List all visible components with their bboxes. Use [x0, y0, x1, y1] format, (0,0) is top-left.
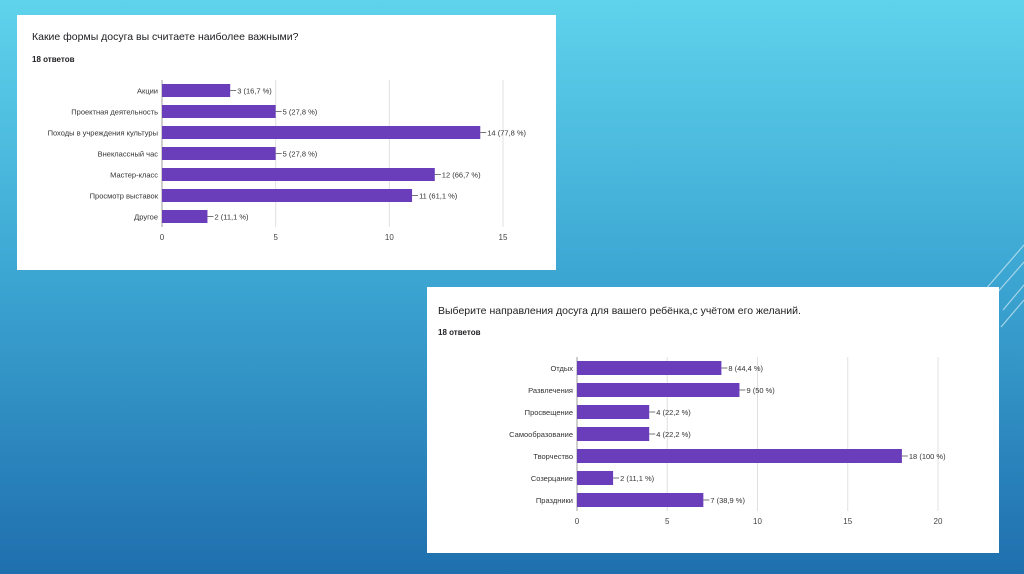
bar	[162, 84, 231, 97]
bar	[162, 105, 276, 118]
data-label: 3 (16,7 %)	[237, 87, 272, 96]
category-label: Отдых	[550, 364, 573, 373]
bar	[577, 405, 650, 419]
bar	[577, 493, 704, 507]
data-label: 4 (22,2 %)	[656, 430, 691, 439]
x-tick-label: 0	[575, 517, 580, 526]
category-label: Мастер-класс	[110, 171, 158, 180]
data-label: 8 (44,4 %)	[728, 364, 763, 373]
category-label: Другое	[134, 213, 158, 222]
bar	[577, 427, 650, 441]
data-label: 18 (100 %)	[909, 452, 946, 461]
x-tick-label: 20	[934, 517, 943, 526]
data-label: 5 (27,8 %)	[283, 108, 318, 117]
bar-chart-leisure-forms: 0 5 10 15 Акции 3 (16,7 %) Проектная деятельно…	[48, 80, 527, 242]
chart-title: Выберите направления досуга для вашего р…	[438, 305, 801, 317]
category-label: Праздники	[536, 496, 573, 505]
x-tick-label: 5	[273, 233, 278, 242]
category-label: Просмотр выставок	[90, 192, 159, 201]
bar	[162, 168, 435, 181]
bar	[577, 383, 740, 397]
category-label: Просвещение	[525, 408, 573, 417]
bar	[577, 361, 722, 375]
bar	[162, 147, 276, 160]
bar	[162, 210, 208, 223]
category-label: Проектная деятельность	[71, 108, 158, 117]
data-label: 4 (22,2 %)	[656, 408, 691, 417]
data-label: 7 (38,9 %)	[710, 496, 745, 505]
category-label: Акции	[137, 87, 158, 96]
category-label: Походы в учреждения культуры	[48, 129, 158, 138]
category-label: Внеклассный час	[98, 150, 159, 159]
response-count: 18 ответов	[438, 328, 481, 337]
data-label: 12 (66,7 %)	[442, 171, 481, 180]
category-label: Самообразование	[509, 430, 573, 439]
chart-title: Какие формы досуга вы считаете наиболее …	[32, 31, 299, 43]
data-label: 11 (61,1 %)	[419, 192, 458, 201]
data-label: 9 (50 %)	[746, 386, 775, 395]
chart-panel-leisure-forms: Какие формы досуга вы считаете наиболее …	[17, 15, 556, 270]
x-tick-label: 15	[499, 233, 508, 242]
category-label: Творчество	[533, 452, 573, 461]
bar	[162, 189, 413, 202]
x-tick-label: 0	[160, 233, 165, 242]
chart-panel-leisure-directions: Выберите направления досуга для вашего р…	[427, 287, 999, 553]
category-label: Созерцание	[531, 474, 573, 483]
response-count: 18 ответов	[32, 55, 75, 64]
x-tick-label: 15	[843, 517, 852, 526]
data-label: 14 (77,8 %)	[487, 129, 526, 138]
category-label: Развлечения	[528, 386, 573, 395]
x-tick-label: 5	[665, 517, 670, 526]
bar	[577, 471, 614, 485]
data-label: 2 (11,1 %)	[620, 474, 655, 483]
bar-chart-leisure-directions: 0 5 10 15 20 Отдых 8 (44,4 %) Развлечения 9 (50 …	[509, 357, 946, 526]
data-label: 5 (27,8 %)	[283, 150, 318, 159]
x-tick-label: 10	[385, 233, 394, 242]
bar	[162, 126, 481, 139]
x-tick-label: 10	[753, 517, 762, 526]
data-label: 2 (11,1 %)	[214, 213, 249, 222]
bar	[577, 449, 902, 463]
